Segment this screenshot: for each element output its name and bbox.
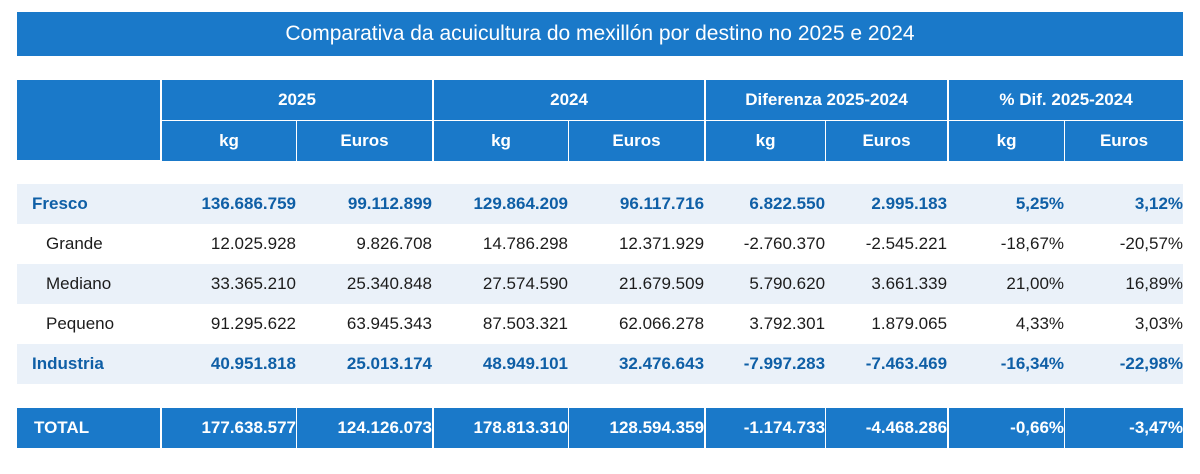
- table-cell: -20,57%: [1064, 224, 1184, 264]
- header-group-2025: 2025: [160, 80, 433, 121]
- table-cell: 16,89%: [1064, 264, 1184, 304]
- table-cell: 3,12%: [1064, 184, 1184, 224]
- total-cell: -4.468.286: [825, 408, 948, 448]
- table-cell: 129.864.209: [432, 184, 569, 224]
- row-label: Pequeno: [17, 304, 160, 344]
- table-cell: 21,00%: [947, 264, 1065, 304]
- table-cell: 5,25%: [947, 184, 1065, 224]
- table-cell: 25.013.174: [296, 344, 433, 384]
- table-cell: 3.792.301: [704, 304, 826, 344]
- spacer-row: [17, 384, 1184, 408]
- header-corner: [17, 80, 160, 161]
- header-group-2024: 2024: [432, 80, 705, 121]
- header-subcol: Euros: [568, 121, 705, 161]
- total-cell: -0,66%: [947, 408, 1065, 448]
- total-cell: -3,47%: [1064, 408, 1184, 448]
- table-cell: 40.951.818: [160, 344, 296, 384]
- table-cell: 1.879.065: [825, 304, 948, 344]
- total-cell: 128.594.359: [568, 408, 705, 448]
- table-cell: 87.503.321: [432, 304, 569, 344]
- total-cell: 178.813.310: [432, 408, 569, 448]
- table-cell: 5.790.620: [704, 264, 826, 304]
- table-row-total: TOTAL 177.638.577 124.126.073 178.813.31…: [17, 408, 1184, 448]
- header-group-percent-difference: % Dif. 2025-2024: [947, 80, 1184, 121]
- table-cell: 14.786.298: [432, 224, 569, 264]
- table-row-pequeno: Pequeno 91.295.622 63.945.343 87.503.321…: [17, 304, 1184, 344]
- total-cell: -1.174.733: [704, 408, 826, 448]
- header-subcol: kg: [160, 121, 296, 161]
- table-cell: 12.025.928: [160, 224, 296, 264]
- table-cell: 33.365.210: [160, 264, 296, 304]
- table-cell: 99.112.899: [296, 184, 433, 224]
- table-cell: -16,34%: [947, 344, 1065, 384]
- table-cell: 4,33%: [947, 304, 1065, 344]
- header-group-difference: Diferenza 2025-2024: [704, 80, 948, 121]
- table-cell: -18,67%: [947, 224, 1065, 264]
- total-label: TOTAL: [17, 408, 160, 448]
- total-cell: 124.126.073: [296, 408, 433, 448]
- table-cell: 3.661.339: [825, 264, 948, 304]
- table-cell: 2.995.183: [825, 184, 948, 224]
- table-cell: 9.826.708: [296, 224, 433, 264]
- table-row-mediano: Mediano 33.365.210 25.340.848 27.574.590…: [17, 264, 1184, 304]
- table-cell: 62.066.278: [568, 304, 705, 344]
- table-row-industria: Industria 40.951.818 25.013.174 48.949.1…: [17, 344, 1184, 384]
- table-cell: 48.949.101: [432, 344, 569, 384]
- table-cell: -7.997.283: [704, 344, 826, 384]
- total-cell: 177.638.577: [160, 408, 296, 448]
- table-cell: 32.476.643: [568, 344, 705, 384]
- table-cell: 96.117.716: [568, 184, 705, 224]
- row-label: Grande: [17, 224, 160, 264]
- header-subcol: Euros: [1064, 121, 1184, 161]
- table-cell: 3,03%: [1064, 304, 1184, 344]
- row-label: Fresco: [17, 184, 160, 224]
- table-cell: 91.295.622: [160, 304, 296, 344]
- table-cell: 25.340.848: [296, 264, 433, 304]
- table-cell: -2.545.221: [825, 224, 948, 264]
- table-cell: -7.463.469: [825, 344, 948, 384]
- row-label: Industria: [17, 344, 160, 384]
- header-subcol: kg: [947, 121, 1065, 161]
- row-label: Mediano: [17, 264, 160, 304]
- header-subcol: Euros: [296, 121, 433, 161]
- table-cell: 27.574.590: [432, 264, 569, 304]
- header-subcol: kg: [704, 121, 826, 161]
- comparison-table: 2025 2024 Diferenza 2025-2024 % Dif. 202…: [17, 80, 1184, 448]
- spacer-row: [17, 161, 1184, 184]
- table-cell: 12.371.929: [568, 224, 705, 264]
- table-cell: 21.679.509: [568, 264, 705, 304]
- table-cell: 136.686.759: [160, 184, 296, 224]
- table-cell: 63.945.343: [296, 304, 433, 344]
- header-subcol: Euros: [825, 121, 948, 161]
- table-cell: 6.822.550: [704, 184, 826, 224]
- header-subcol: kg: [432, 121, 569, 161]
- table-row-fresco: Fresco 136.686.759 99.112.899 129.864.20…: [17, 184, 1184, 224]
- table-cell: -2.760.370: [704, 224, 826, 264]
- table-row-grande: Grande 12.025.928 9.826.708 14.786.298 1…: [17, 224, 1184, 264]
- table-cell: -22,98%: [1064, 344, 1184, 384]
- table-title: Comparativa da acuicultura do mexillón p…: [17, 12, 1183, 56]
